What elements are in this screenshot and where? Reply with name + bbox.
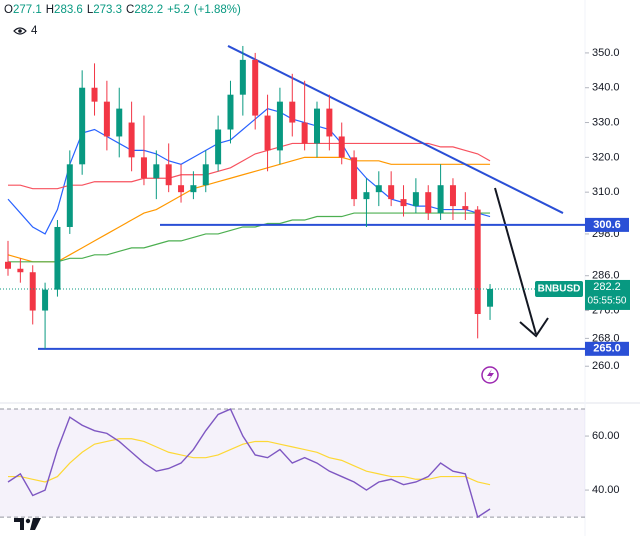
candle-body <box>351 157 358 200</box>
icon-bolt <box>487 369 494 381</box>
candle-body <box>487 288 494 307</box>
arrow-head <box>519 317 549 338</box>
candle-body <box>449 185 456 207</box>
candle-body <box>17 268 24 273</box>
moving-average <box>7 107 491 235</box>
rsi-ma-line <box>8 438 491 486</box>
indicator-count: 4 <box>31 25 38 37</box>
candle-body <box>66 164 73 227</box>
candle-body <box>29 272 36 311</box>
candle-body <box>79 87 86 165</box>
eye-icon <box>13 27 27 35</box>
candle-body <box>227 94 234 130</box>
level-label: 265.0 <box>593 343 621 355</box>
candle-body <box>42 289 49 311</box>
candle-body <box>338 136 345 158</box>
rsi-tick-label: 40.00 <box>592 484 620 496</box>
logo-part <box>14 518 24 530</box>
candle-body <box>437 185 444 214</box>
candle-body <box>314 108 320 144</box>
candle-body <box>252 59 259 116</box>
level-label-box <box>585 341 629 356</box>
candle-body <box>54 226 61 290</box>
moving-average <box>8 142 491 190</box>
level-label-box <box>585 217 629 232</box>
price-box <box>585 279 630 310</box>
candle-body <box>264 115 271 151</box>
ohlc-header: O277.1 H283.6 L273.3 C282.2 +5.2 (+1.88%) <box>4 4 241 16</box>
ohlc-key: L <box>87 4 94 16</box>
rsi-tick-label: 60.00 <box>592 430 620 442</box>
candle-body <box>425 192 432 214</box>
candle-body <box>400 199 407 207</box>
candle-body <box>412 192 419 207</box>
candle-body <box>103 101 110 137</box>
y-tick-label: 340.0 <box>592 82 620 94</box>
icon-ring <box>481 366 499 384</box>
candle-body <box>276 101 283 151</box>
ohlc-value: 277.1 <box>13 4 42 16</box>
eye-pupil <box>18 29 22 33</box>
change-pct: (+1.88%) <box>194 4 241 16</box>
candle-body <box>153 164 160 179</box>
indicator-toggle[interactable] <box>13 27 27 35</box>
candle-body <box>165 164 172 186</box>
ohlc-value: 283.6 <box>54 4 83 16</box>
y-tick-label: 310.0 <box>592 186 620 198</box>
candle-body <box>289 101 296 123</box>
y-tick-label: 268.0 <box>592 332 620 344</box>
y-tick-label: 330.0 <box>592 116 620 128</box>
candle-body <box>5 261 11 269</box>
ohlc-key: O <box>4 4 13 16</box>
moving-average <box>7 156 491 263</box>
candle-body <box>178 185 185 193</box>
candle-body <box>140 157 147 179</box>
candle-body <box>388 185 395 200</box>
candle-body <box>239 59 246 95</box>
trendline <box>227 45 564 214</box>
candle-body <box>375 185 382 193</box>
y-tick-label: 350.0 <box>592 47 620 59</box>
lightning-icon[interactable] <box>481 366 499 384</box>
last-price-label: 282.2 <box>593 281 621 293</box>
ohlc-value: 273.3 <box>93 4 122 16</box>
candle-body <box>215 129 222 165</box>
y-tick-label: 286.0 <box>592 270 620 282</box>
candle-body <box>91 87 98 102</box>
level-label: 300.6 <box>593 219 621 231</box>
rsi-line <box>7 408 491 519</box>
y-tick-label: 320.0 <box>592 151 620 163</box>
y-tick-label: 260.0 <box>592 360 620 372</box>
ohlc-key: C <box>126 4 134 16</box>
ohlc-value: 282.2 <box>134 4 163 16</box>
candle-body <box>301 122 308 144</box>
candle-body <box>462 206 469 210</box>
candle-body <box>190 185 197 193</box>
candle-body <box>474 209 481 315</box>
logo-part <box>25 518 31 524</box>
candle-body <box>128 122 135 158</box>
logo-part <box>30 518 41 530</box>
candle-body <box>363 192 370 200</box>
arrow-shaft <box>494 187 537 335</box>
moving-average <box>8 212 491 263</box>
countdown-label: 05:55:50 <box>588 296 627 307</box>
ohlc-key: H <box>46 4 54 16</box>
symbol-label: BNBUSD <box>538 284 581 295</box>
symbol-box <box>535 280 583 297</box>
candle-body <box>326 108 333 137</box>
change: +5.2 <box>167 4 190 16</box>
tv-logo <box>14 518 41 530</box>
candle-body <box>202 164 209 186</box>
candle-body <box>116 108 123 137</box>
